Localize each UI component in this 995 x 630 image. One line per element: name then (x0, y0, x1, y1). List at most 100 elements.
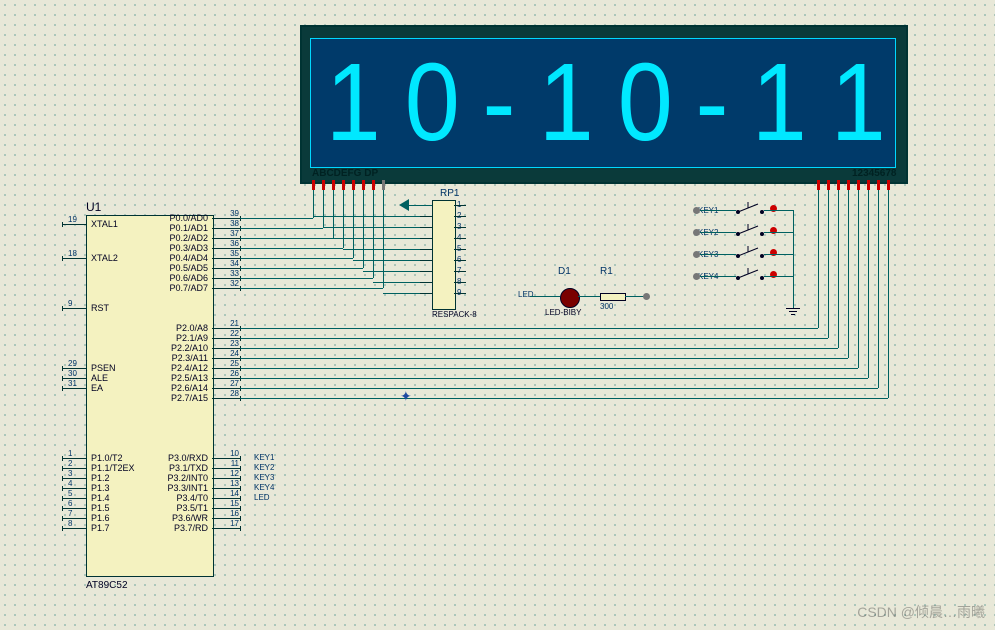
pin-stub (62, 488, 86, 489)
resistor-value: 300 (600, 302, 613, 311)
pin-stub (62, 518, 86, 519)
pin-stub (62, 258, 86, 259)
resistor[interactable] (600, 293, 626, 301)
pin-end (240, 526, 241, 531)
pin-name: P3.0/RXD (168, 453, 208, 463)
led-net-label: LED (518, 290, 534, 299)
pin-num: 28 (225, 389, 239, 398)
pin-end (62, 366, 63, 371)
wire-p0-3-rp (343, 249, 432, 250)
key-wire-out (764, 210, 793, 211)
pin-name: P1.0/T2 (91, 453, 123, 463)
display-screen: 1 0 - 1 0 - 1 1 (310, 38, 896, 168)
display-pins-left-label: ABCDEFG DP (312, 168, 378, 179)
key-wire-out (764, 232, 793, 233)
respack-pin-r (454, 227, 466, 228)
pushbutton-icon[interactable] (734, 246, 768, 260)
respack-vcc-arrow-icon (399, 199, 409, 211)
wire-p2-4-h (240, 368, 858, 369)
led-part: LED-BIBY (545, 308, 581, 317)
pushbutton-icon[interactable] (734, 224, 768, 238)
key-wire-out (764, 276, 793, 277)
pin-stub (212, 528, 240, 529)
pin-num: 5 (68, 489, 72, 498)
digit-5: 0 (618, 48, 668, 158)
led-icon (560, 288, 580, 308)
pushbutton-icon[interactable] (734, 268, 768, 282)
key-wire-in (700, 254, 736, 255)
pin-name: P3.3/INT1 (167, 483, 208, 493)
respack-pin (420, 216, 432, 217)
pin-name: P0.7/AD7 (169, 283, 208, 293)
pin-end (62, 486, 63, 491)
pin-end (62, 526, 63, 531)
pin-name: P2.5/A13 (171, 373, 208, 383)
pin-name: RST (91, 303, 109, 313)
pin-num: 35 (225, 249, 239, 258)
wire-p2-7-h (240, 398, 888, 399)
digit-8: 1 (831, 48, 881, 158)
pin-name: ALE (91, 373, 108, 383)
pin-end (62, 496, 63, 501)
pin-stub (62, 458, 86, 459)
wire-p0-5-h (240, 268, 363, 269)
pin-name: P2.3/A11 (172, 353, 208, 363)
wire-p0-6-v (373, 190, 374, 278)
pin-num: 36 (225, 239, 239, 248)
respack-pin-r (454, 282, 466, 283)
respack[interactable] (432, 200, 456, 310)
respack-pin-r (454, 260, 466, 261)
digit-2: 0 (405, 48, 455, 158)
resistor-ref: R1 (600, 266, 613, 277)
watermark: CSDN @倾晨…雨曦 (857, 602, 985, 622)
pin-num: 24 (225, 349, 239, 358)
respack-pin-r (454, 205, 466, 206)
key-wire-in (700, 276, 736, 277)
pin-name: P0.4/AD4 (169, 253, 208, 263)
pin-name: P3.2/INT0 (167, 473, 208, 483)
pin-num: 39 (225, 209, 239, 218)
pin-num: 8 (68, 519, 72, 528)
wire-p2-1-h (240, 338, 828, 339)
pin-name: P1.6 (91, 513, 110, 523)
respack-vcc-wire (408, 205, 432, 206)
pin-num: 13 (225, 479, 239, 488)
pin-name: XTAL1 (91, 219, 118, 229)
pin-end (62, 222, 63, 227)
pin-name: P1.2 (91, 473, 110, 483)
pin-name: P0.5/AD5 (169, 263, 208, 273)
digit-1: 1 (326, 48, 376, 158)
pin-stub (62, 528, 86, 529)
digit-4: 1 (539, 48, 589, 158)
wire-p0-0-v (313, 190, 314, 218)
respack-pin (420, 260, 432, 261)
wire-p0-1-rp (323, 227, 432, 228)
pushbutton-icon[interactable] (734, 202, 768, 216)
key-wire-out (764, 254, 793, 255)
wire-p2-6-v (878, 190, 879, 388)
pin-name: P3.4/T0 (176, 493, 208, 503)
pin-name: P2.0/A8 (176, 323, 208, 333)
pin-name: P0.6/AD6 (169, 273, 208, 283)
respack-pin (420, 293, 432, 294)
key-wire-in (700, 210, 736, 211)
pin-num: 22 (225, 329, 239, 338)
pin-num: 27 (225, 379, 239, 388)
wire-p2-5-v (868, 190, 869, 378)
pin-end (62, 506, 63, 511)
pin-name: XTAL2 (91, 253, 118, 263)
pin-name: P3.6/WR (172, 513, 208, 523)
wire-p2-0-v (818, 190, 819, 328)
display-pins-right-label: 12345678 (852, 168, 897, 179)
wire-p2-3-h (240, 358, 848, 359)
pin-name: P2.4/A12 (171, 363, 208, 373)
pin-name: P3.5/T1 (176, 503, 208, 513)
pin-name: P1.5 (91, 503, 110, 513)
key-wire-in (700, 232, 736, 233)
pin-net: KEY2 (254, 463, 274, 472)
pin-name: P3.1/TXD (169, 463, 208, 473)
wire-p2-1-v (828, 190, 829, 338)
respack-ref: RP1 (440, 188, 459, 199)
pin-end (240, 476, 241, 481)
pin-end (240, 516, 241, 521)
